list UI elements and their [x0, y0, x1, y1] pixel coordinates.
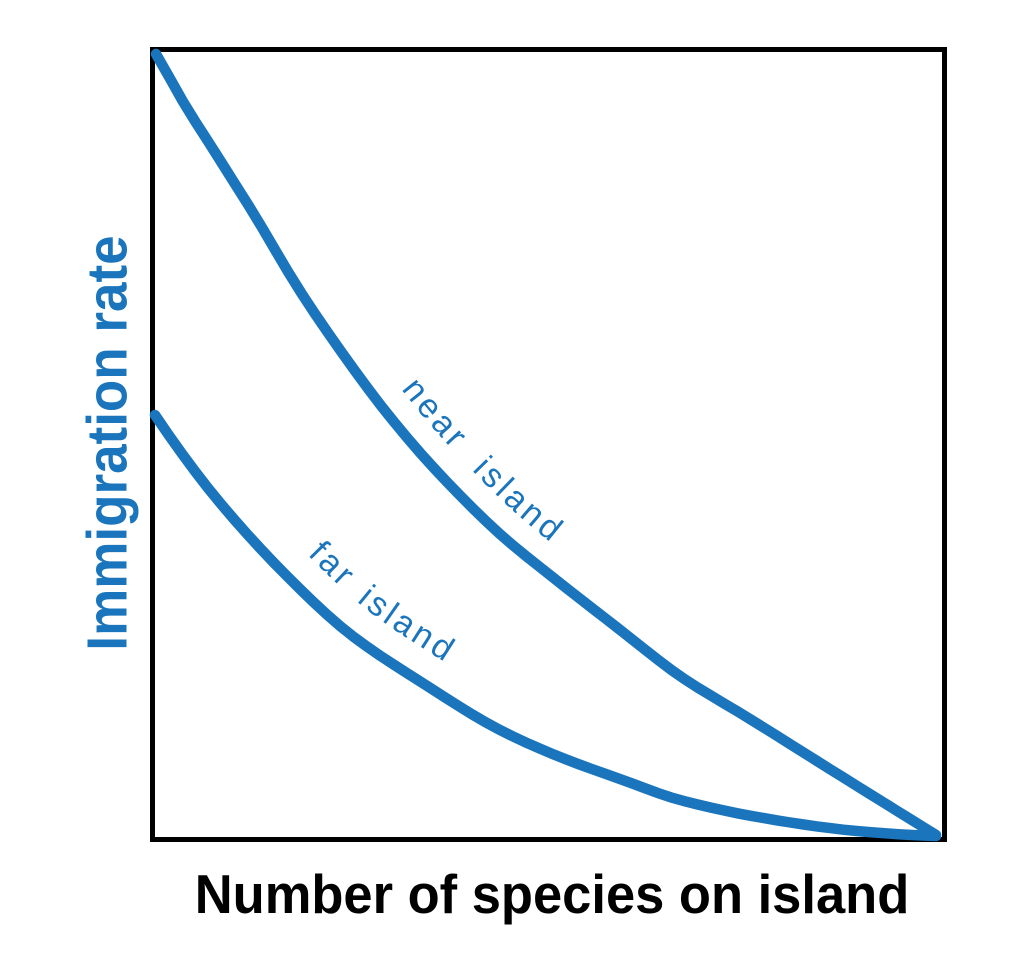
svg-text:far island: far island: [302, 534, 464, 671]
svg-text:Number of species on island: Number of species on island: [195, 864, 910, 925]
svg-text:Immigration rate: Immigration rate: [76, 235, 139, 650]
